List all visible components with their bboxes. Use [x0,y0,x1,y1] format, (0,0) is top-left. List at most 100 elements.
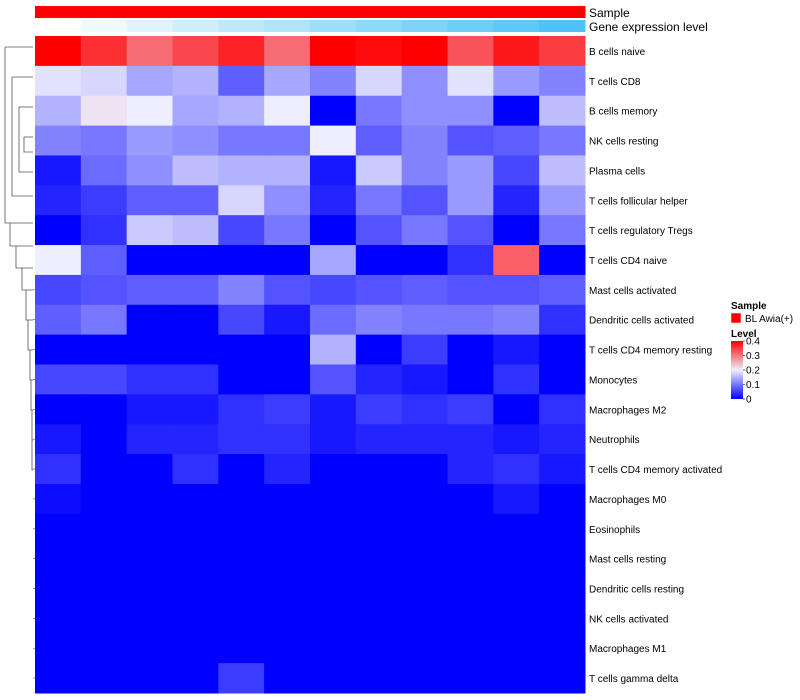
heatmap-cell [126,513,173,545]
heatmap-cell [172,603,219,634]
heatmap-cell [355,483,403,515]
heatmap-cell [264,513,311,545]
gene-track-cell [401,20,448,32]
sample-track-cell [218,6,265,18]
heatmap-cell [447,603,494,634]
heatmap-cell [218,573,265,604]
heatmap-cell [493,125,540,156]
heatmap-cell [355,603,403,634]
heatmap-cell [355,215,403,246]
heatmap-cell [126,36,173,67]
row-label: Macrophages M2 [589,405,667,416]
heatmap-cell [539,215,586,246]
heatmap-cell [80,603,128,634]
row-labels: B cells naive T cells CD8 B cells memory NK… [589,47,722,685]
heatmap-cell [539,245,586,276]
heatmap-cell [35,274,82,306]
heatmap-cell [172,663,219,694]
legend-tick-labels: 0.4 0.3 0.2 0.1 0 [743,337,760,406]
heatmap-cell [539,36,586,67]
heatmap-cell [355,245,403,276]
heatmap-cell [355,125,403,156]
heatmap-cell [172,304,219,336]
legend-tick-label: 0.1 [746,380,760,391]
gene-track-cell [539,20,586,32]
dendrogram-branch [4,47,33,224]
dendrogram-branch [27,320,33,351]
heatmap-cell [264,603,311,634]
row-dendrogram [4,46,35,679]
heatmap-cell [80,454,128,485]
sample-track-cell [539,6,586,18]
heatmap-cell [310,454,357,485]
row-label: Plasma cells [589,166,645,177]
heatmap-cell [310,65,357,97]
heatmap-cell [447,304,494,336]
row-label: B cells naive [589,47,646,58]
heatmap-cell [447,513,494,545]
dendrogram-branch [29,350,33,381]
heatmap-cell [355,155,403,186]
dendrogram-branch [31,410,33,441]
heatmap-cell [493,603,540,634]
heatmap-cell [493,274,540,306]
heatmap-cell [355,633,403,664]
heatmap-cell [264,394,311,425]
heatmap-cell [539,95,586,127]
gene-expression-annotation-track [35,20,586,32]
heatmap-cell [447,95,494,127]
row-label: Macrophages M0 [589,495,667,506]
heatmap-cell [310,633,357,664]
heatmap-cell [539,543,586,575]
heatmap-cell [310,36,357,67]
heatmap-cell [401,424,448,455]
heatmap-cell [539,573,586,604]
heatmap-cell [172,424,219,455]
heatmap-cell [126,95,173,127]
heatmap-cell [35,334,82,365]
heatmap-cell [264,424,311,455]
heatmap-cell [493,36,540,67]
heatmap-cell [264,274,311,306]
gene-track-label: Gene expression level [589,20,708,34]
sample-track-cell [172,6,219,18]
heatmap-cell [264,95,311,127]
heatmap-cell [80,95,128,127]
legend-tick-label: 0 [746,395,752,406]
heatmap-cell [447,543,494,575]
heatmap-cell [172,215,219,246]
heatmap-cell [401,663,448,694]
heatmap-cell [539,663,586,694]
sample-track-cell [493,6,540,18]
heatmap-cell [80,483,128,515]
heatmap-cell [126,155,173,186]
heatmap-cell [539,155,586,186]
heatmap-cell [80,334,128,365]
heatmap-cell [80,215,128,246]
heatmap-cell [264,65,311,97]
heatmap-cell [539,513,586,545]
heatmap-cell [264,125,311,156]
heatmap-cell [264,364,311,395]
heatmap-cell [310,513,357,545]
heatmap-cell [310,215,357,246]
legend-tick-label: 0.4 [746,337,760,348]
heatmap-cell [401,543,448,575]
heatmap-cell [218,36,265,67]
row-label: B cells memory [589,107,657,118]
heatmap-cell [80,65,128,97]
heatmap-cell [401,364,448,395]
row-label: Monocytes [589,375,637,386]
heatmap-cell [172,125,219,156]
heatmap-cell [355,65,403,97]
heatmap-cell [218,215,265,246]
heatmap-cell [539,274,586,306]
heatmap-cell [539,483,586,515]
heatmap-cell [401,573,448,604]
heatmap-cell [447,65,494,97]
heatmap-cell [355,394,403,425]
heatmap-cell [172,394,219,425]
heatmap-cell [493,543,540,575]
row-label: Neutrophils [589,435,640,446]
